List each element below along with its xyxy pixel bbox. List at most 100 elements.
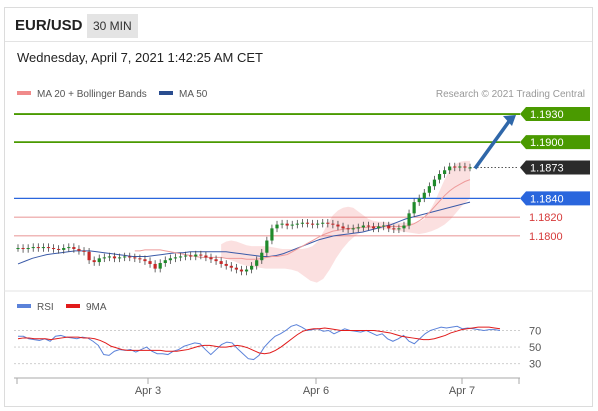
rsi-tick-1: 50 [529, 342, 541, 354]
candle-body [143, 259, 147, 262]
candle-body [468, 167, 472, 169]
candle-body [153, 263, 157, 269]
candle-body [448, 166, 452, 171]
forecast-arrow-shaft [473, 119, 512, 170]
candle-body [376, 226, 381, 229]
level-tag-0 [520, 107, 590, 122]
level-label-2: 1.1873 [530, 162, 564, 174]
candle-body [244, 269, 249, 272]
candle-body [219, 261, 223, 264]
legend-swatch-bollinger [17, 91, 31, 95]
candle-body [458, 166, 462, 168]
candle-body [412, 202, 416, 214]
candle-body [112, 256, 117, 259]
candle-body [31, 247, 35, 249]
candle-body [280, 223, 284, 225]
candle-body [41, 247, 45, 249]
candle-body [285, 223, 289, 226]
candle-body [62, 248, 66, 250]
candle-body [46, 247, 51, 249]
candle-body [331, 223, 335, 225]
candle-body [158, 263, 162, 269]
credit-label: Research © 2021 Trading Central [436, 89, 585, 100]
forecast-arrow-head [503, 115, 516, 127]
candle-body [305, 222, 310, 224]
candle-body [163, 260, 167, 264]
legend-rsi: RSI [37, 302, 54, 313]
candle-body [16, 248, 20, 250]
legend-swatch-9ma [66, 304, 80, 308]
candle-body [148, 261, 152, 264]
candle-body [437, 174, 442, 180]
legend-swatch-ma50 [159, 91, 173, 95]
candle-body [77, 248, 81, 251]
candle-body [341, 226, 345, 229]
candle-body [463, 166, 467, 168]
candle-body [123, 256, 127, 258]
candle-body [265, 240, 269, 253]
candle-body [250, 265, 254, 270]
candle-body [138, 258, 142, 260]
candle-body [432, 179, 437, 187]
candle-body [21, 248, 25, 250]
symbol-label: EUR/USD [15, 17, 83, 34]
candle-body [382, 225, 386, 227]
candle-body [310, 223, 315, 225]
bollinger-band-area [221, 160, 470, 283]
level-tag-3 [520, 191, 590, 206]
rsi-tick-2: 30 [529, 359, 541, 371]
candle-body [260, 252, 264, 261]
level-label-0: 1.1930 [530, 109, 564, 121]
ma50-line [17, 201, 471, 265]
candle-body [224, 263, 228, 266]
level-label-3: 1.1840 [530, 193, 564, 205]
candle-body [234, 267, 238, 270]
legend-9ma: 9MA [86, 302, 107, 313]
candle-body [51, 248, 56, 250]
candle-body [72, 247, 76, 249]
candle-body [204, 255, 208, 258]
datetime-label: Wednesday, April 7, 2021 1:42:25 AM CET [17, 50, 263, 65]
candle-body [178, 256, 183, 258]
level-label-1: 1.1900 [530, 137, 564, 149]
x-tick-label-0: Apr 3 [135, 385, 161, 397]
candle-body [133, 257, 137, 259]
candle-body [366, 225, 371, 227]
candle-body [102, 257, 106, 259]
candle-body [128, 256, 132, 258]
level-tag-2 [520, 160, 590, 175]
candle-body [214, 259, 218, 262]
candle-body [275, 224, 279, 229]
level-label-5: 1.1800 [529, 231, 563, 243]
candle-body [392, 228, 396, 230]
rsi-tick-0: 70 [529, 325, 541, 337]
candle-body [356, 227, 360, 229]
candle-body [239, 269, 244, 272]
level-tag-1 [520, 135, 590, 150]
candle-body [87, 251, 91, 261]
candle-body [351, 228, 355, 230]
chart-widget: EUR/USD 30 MIN Wednesday, April 7, 2021 … [4, 7, 593, 407]
candle-body [402, 225, 406, 229]
candle-body [255, 260, 259, 266]
candle-body [417, 198, 421, 203]
candle-body [397, 228, 401, 230]
candle-body [209, 257, 213, 260]
candle-body [326, 222, 330, 224]
candle-body [270, 228, 274, 241]
candle-body [427, 186, 431, 193]
level-label-4: 1.1820 [529, 212, 563, 224]
candle-body [173, 257, 178, 259]
candle-body [361, 225, 365, 228]
candle-body [443, 170, 447, 175]
candle-body [336, 224, 340, 227]
legend-bollinger: MA 20 + Bollinger Bands [37, 89, 147, 100]
candle-body [117, 257, 122, 259]
candle-body [321, 222, 325, 224]
timeframe-badge[interactable]: 30 MIN [87, 14, 138, 38]
candle-body [453, 166, 457, 168]
candle-body [229, 265, 233, 268]
candle-body [67, 247, 71, 249]
candle-body [290, 224, 294, 226]
